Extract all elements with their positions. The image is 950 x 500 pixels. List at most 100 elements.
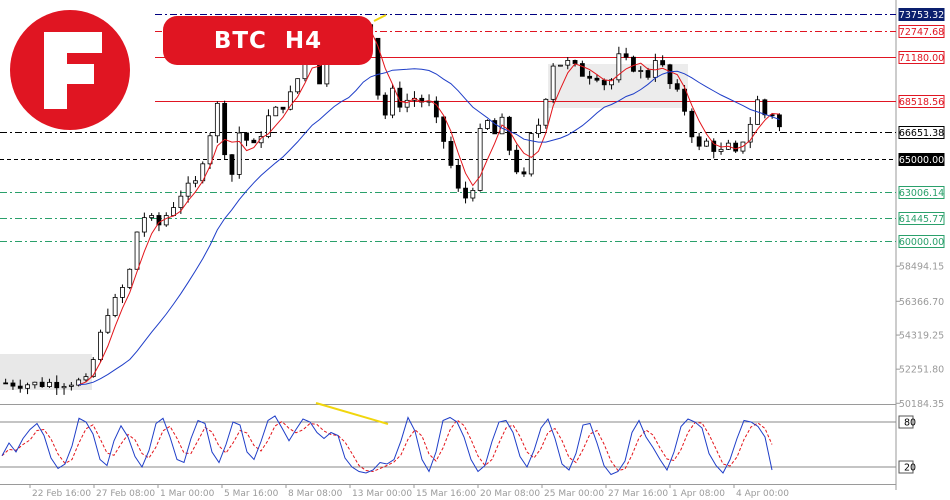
candle-body (390, 87, 395, 116)
slow-ma-line (78, 68, 780, 386)
candle-body (17, 385, 23, 389)
level-price-label: 72747.68 (899, 27, 944, 38)
candle-body (105, 315, 111, 333)
candle-body (54, 381, 60, 389)
price-tick-label: 50184.35 (899, 399, 944, 410)
candle-body (704, 140, 709, 147)
candle-body (667, 64, 673, 85)
candle-body (623, 53, 629, 58)
symbol-label: BTC (213, 27, 267, 54)
candle-body (141, 217, 147, 233)
time-tick-label: 1 Apr 08:00 (672, 489, 725, 499)
symbol-badge: BTC H4 (163, 16, 373, 65)
candle-body (747, 123, 753, 143)
divergence-mark-price (373, 14, 387, 22)
candle-body (543, 98, 549, 126)
candle-body (477, 128, 483, 191)
candle-body (609, 79, 614, 86)
candle-body (39, 381, 45, 388)
candle-body (565, 60, 571, 66)
candle-body (463, 187, 468, 199)
level-price-label: 61445.77 (899, 214, 944, 225)
level-price-label: 65000.00 (899, 155, 944, 166)
candle-body (61, 386, 67, 389)
candle-body (674, 83, 680, 90)
candle-body (711, 140, 717, 152)
candle-body (214, 102, 220, 137)
candle-body (149, 215, 155, 219)
candle-body (375, 37, 381, 96)
candle-body (127, 268, 133, 288)
candle-body (536, 124, 541, 135)
candle-body (645, 70, 651, 78)
candle-body (528, 133, 534, 175)
time-tick-label: 22 Feb 16:00 (32, 489, 91, 499)
candle-body (689, 110, 695, 138)
level-price-tag (898, 8, 945, 21)
time-tick-label: 4 Apr 00:00 (736, 489, 789, 499)
level-price-tag (898, 95, 945, 108)
price-tick-label: 58494.15 (899, 262, 944, 273)
level-price-label: 66651.38 (899, 128, 944, 139)
candle-body (295, 78, 301, 93)
time-tick-label: 13 Mar 00:00 (352, 489, 412, 499)
level-price-label: 63006.14 (899, 188, 944, 199)
candle-body (185, 182, 191, 197)
time-tick-label: 5 Mar 16:00 (224, 489, 279, 499)
candle-body (222, 102, 228, 156)
candle-body (638, 70, 644, 72)
candle-body (682, 88, 687, 112)
level-price-tag (898, 186, 945, 199)
candle-body (777, 114, 782, 128)
candle-body (83, 376, 89, 381)
level-price-tag (898, 235, 945, 248)
candle-body (287, 91, 293, 110)
candle-body (266, 115, 271, 137)
candle-body (251, 139, 257, 144)
candle-body (280, 106, 286, 110)
time-tick-label: 27 Feb 08:00 (96, 489, 155, 499)
candle-body (733, 142, 739, 152)
candle-body (76, 379, 82, 386)
candle-body (10, 382, 16, 387)
candle-body (229, 154, 235, 175)
candle-body (47, 381, 52, 388)
candle-body (550, 65, 556, 100)
level-price-label: 71180.00 (899, 53, 944, 64)
candle-body (616, 53, 622, 81)
candle-body (25, 384, 30, 389)
candle-body (652, 60, 658, 78)
time-tick-label: 1 Mar 00:00 (160, 489, 215, 499)
candle-body (404, 99, 410, 108)
level-price-tag (898, 126, 945, 139)
stoch-reference-tag (898, 415, 914, 429)
candle-body (258, 136, 264, 144)
candle-body (448, 141, 454, 166)
candle-body (193, 180, 198, 184)
candle-body (470, 190, 476, 199)
candle-body (601, 79, 607, 86)
candle-body (156, 215, 162, 226)
time-tick-label: 15 Mar 16:00 (416, 489, 476, 499)
candle-body (572, 60, 578, 64)
stoch-main-line (1, 415, 773, 476)
candle-body (244, 132, 249, 141)
candle-body (514, 149, 520, 173)
candle-body (696, 136, 702, 147)
level-price-label: 68518.56 (899, 97, 944, 108)
brand-logo (10, 10, 130, 130)
candle-body (631, 56, 636, 72)
candle-body (273, 106, 279, 117)
stoch-reference-tag (898, 460, 914, 474)
timeframe-label: H4 (284, 27, 323, 54)
candle-body (587, 75, 593, 79)
stoch-reference-label: 80 (904, 418, 916, 429)
candle-body (492, 120, 498, 135)
candle-body (718, 148, 724, 152)
candle-body (594, 77, 600, 81)
fast-ma-line (78, 29, 780, 386)
candle-body (485, 120, 490, 129)
level-price-tag (898, 153, 945, 166)
candle-body (236, 132, 242, 175)
